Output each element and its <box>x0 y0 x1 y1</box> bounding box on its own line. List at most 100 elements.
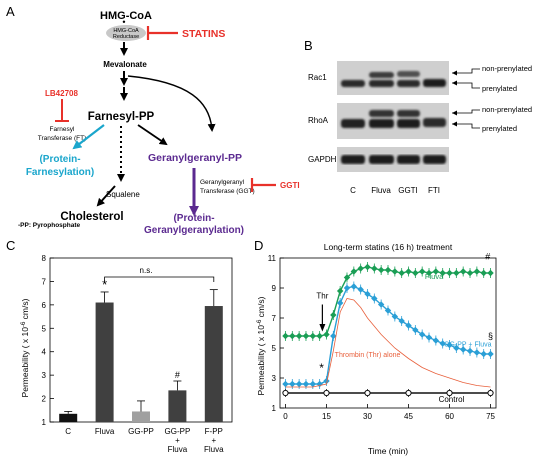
panel-c-letter: C <box>6 238 15 253</box>
data-point <box>391 313 399 320</box>
data-point <box>350 283 358 290</box>
x-category-label: F-PP <box>205 427 223 436</box>
arrow-to-farnesylation <box>72 124 105 150</box>
data-point <box>432 268 440 275</box>
y-tick-label: 7 <box>272 314 277 323</box>
lane-label-ggti: GGTI <box>398 186 418 195</box>
protein-gg-2: Geranylgeranylation) <box>144 225 244 235</box>
data-point <box>487 389 494 397</box>
series-control <box>282 389 494 397</box>
ggti-label: GGTI 298 <box>280 181 300 190</box>
rhoa-nonprenylated-arrowhead <box>452 110 457 116</box>
row-label-rac1: Rac1 <box>308 73 327 82</box>
y-tick-label: 3 <box>272 374 277 383</box>
data-point <box>282 332 289 340</box>
data-point <box>446 269 453 277</box>
label-ggpp-fluva: GG-PP + Fluva <box>444 342 492 349</box>
data-point <box>459 346 467 353</box>
lane-label-fti: FTI <box>428 186 440 195</box>
rac1-nonprenylated-label: non-prenylated <box>482 64 532 73</box>
data-point <box>466 347 474 355</box>
data-point <box>398 269 405 277</box>
bar <box>59 413 78 422</box>
bracket-ns-label: n.s. <box>140 266 153 275</box>
rhoa-nonprenylated-pointer <box>452 109 480 114</box>
label-fluva: Fluva <box>425 272 444 281</box>
series-fluva <box>282 262 494 341</box>
data-point <box>357 265 364 272</box>
data-point <box>425 269 433 277</box>
significance-mark: # <box>175 370 180 380</box>
data-point <box>405 268 412 275</box>
data-point <box>412 269 419 277</box>
ggt-label-1: Geranylgeranyl <box>200 179 245 186</box>
data-point <box>336 287 344 295</box>
rhoa-prenylated-pointer <box>452 123 480 129</box>
x-tick-label: 15 <box>322 412 331 421</box>
data-point <box>364 389 371 397</box>
panel-a-pathway: A HMG-CoA • HMG-CoA Reductase STATINS Me… <box>6 4 300 235</box>
y-tick-label: 6 <box>42 301 47 310</box>
protein-farnesylation-1: (Protein- <box>39 154 80 165</box>
x-category-label: C <box>65 427 71 436</box>
y-tick-label: 1 <box>272 404 277 413</box>
rhoa-nonprenylated-label: non-prenylated <box>482 105 532 114</box>
x-category-label: Fluva <box>168 445 188 454</box>
data-point <box>289 332 296 340</box>
mevalonate-label: Mevalonate <box>103 60 147 69</box>
x-tick-label: 45 <box>404 412 413 421</box>
data-point <box>405 389 412 397</box>
cholesterol-label: Cholesterol <box>60 211 123 223</box>
data-point <box>295 380 303 388</box>
data-point <box>295 332 303 340</box>
ggt-label-2: Transferase (GGT) <box>200 188 255 195</box>
data-point <box>371 295 378 302</box>
significance-mark: * <box>102 277 107 292</box>
data-point <box>446 341 453 349</box>
data-point <box>439 340 446 347</box>
data-point <box>425 334 433 341</box>
row-label-gapdh: GAPDH <box>308 155 337 164</box>
label-control: Control <box>439 395 465 404</box>
data-point <box>391 268 399 275</box>
data-point <box>405 322 412 329</box>
series-line <box>285 298 491 388</box>
rac1-blot <box>337 61 449 95</box>
arrow-to-ggpp <box>127 75 216 132</box>
y-tick-label: 5 <box>42 324 47 333</box>
panel-d-line-chart: D Long-term statins (16 h) treatment Per… <box>254 238 497 456</box>
data-point <box>357 286 364 293</box>
data-point <box>282 380 289 388</box>
arrow-to-cholesterol <box>96 185 116 207</box>
thr-label: Thr <box>316 292 328 301</box>
data-point <box>364 263 371 271</box>
data-point <box>377 266 385 274</box>
data-point <box>453 344 460 352</box>
plot-frame <box>49 257 233 423</box>
rac1-nonprenylated-pointer <box>452 68 480 74</box>
dot-icon: • <box>122 17 125 27</box>
y-tick-label: 2 <box>42 395 47 404</box>
panel-c-bar-chart: C Permeability ( x 10-6 cm/s) 1 2 3 4 5 6 7 8 C… <box>6 238 233 454</box>
protein-farnesylation-2: Farnesylation) <box>26 167 94 178</box>
rac1-prenylated-pointer <box>452 82 480 89</box>
data-point <box>371 265 378 272</box>
data-point <box>384 266 392 274</box>
y-tick-label: 11 <box>268 254 277 263</box>
data-point <box>384 307 392 314</box>
x-tick-label: 0 <box>283 412 288 421</box>
panel-c-ylabel: Permeability ( x 10-6 cm/s) <box>20 298 30 397</box>
data-point <box>323 331 330 338</box>
pyrophosphate-note: -PP: Pyrophosphate <box>18 222 81 229</box>
data-point <box>316 380 323 388</box>
data-point <box>302 380 310 388</box>
plot-frame <box>279 257 497 409</box>
rac1-prenylated-arrowhead <box>452 80 457 86</box>
x-category-label: + <box>175 436 180 445</box>
reductase-label-1: HMG-CoA <box>113 28 139 34</box>
panel-d-ylabel: Permeability ( x 10-6 cm/s) <box>256 296 266 395</box>
reductase-label-2: Reductase <box>113 34 139 40</box>
bar <box>168 390 187 422</box>
series-line <box>285 266 491 337</box>
lb42708-label: LB42708 <box>45 89 78 98</box>
